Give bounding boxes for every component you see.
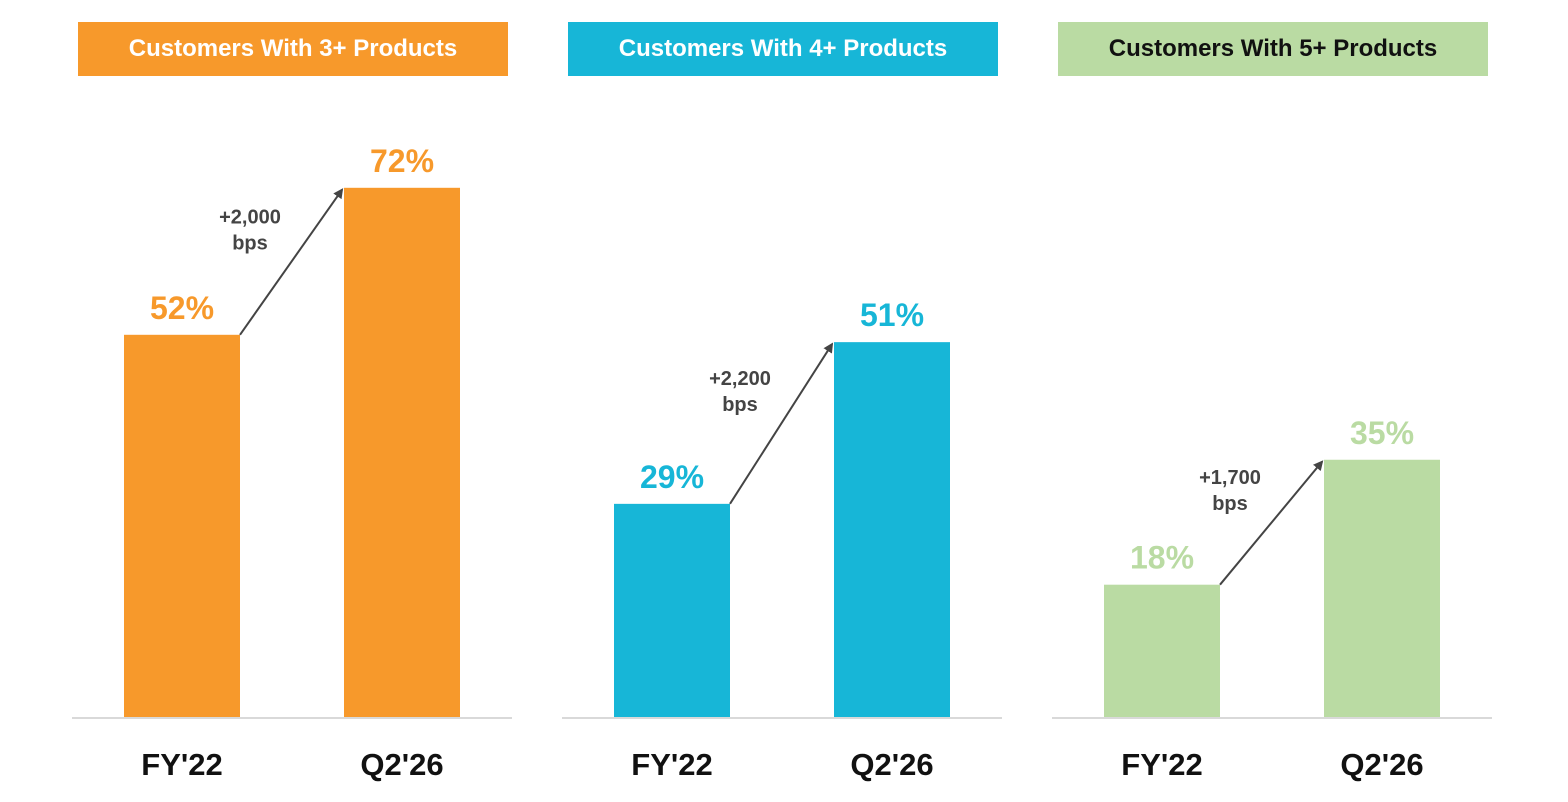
data-label-0: 29% bbox=[640, 459, 704, 495]
data-label-0: 52% bbox=[150, 290, 214, 326]
bar-chart-svg: 29% FY'22 51% Q2'26 +2,200 bps bbox=[562, 297, 1002, 782]
change-annotation: bps bbox=[232, 232, 268, 254]
data-label-1: 72% bbox=[370, 143, 434, 179]
data-label-1: 35% bbox=[1350, 415, 1414, 451]
change-arrow bbox=[1219, 460, 1324, 586]
bar-1 bbox=[344, 187, 460, 718]
change-annotation: bps bbox=[722, 394, 758, 416]
bar-0 bbox=[614, 503, 730, 717]
x-tick-label-1: Q2'26 bbox=[850, 747, 933, 782]
bar-0 bbox=[124, 334, 240, 717]
change-annotation: bps bbox=[1212, 493, 1248, 515]
bar-chart-svg: 52% FY'22 72% Q2'26 +2,000 bps bbox=[72, 143, 512, 782]
data-label-0: 18% bbox=[1130, 540, 1194, 576]
bar-1 bbox=[1324, 459, 1440, 717]
chart-panel-1: Customers With 3+ Products 52% FY'22 72% Q2'… bbox=[72, 0, 512, 802]
change-annotation: +1,700 bbox=[1199, 467, 1261, 489]
chart-title: Customers With 4+ Products bbox=[568, 22, 998, 76]
chart-panel-2: Customers With 4+ Products 29% FY'22 51% Q2'… bbox=[562, 0, 1002, 802]
change-arrow bbox=[729, 342, 834, 505]
chart-title: Customers With 3+ Products bbox=[78, 22, 508, 76]
x-tick-label-0: FY'22 bbox=[1121, 747, 1202, 782]
change-annotation: +2,000 bbox=[219, 206, 281, 228]
x-tick-label-0: FY'22 bbox=[141, 747, 222, 782]
change-arrow bbox=[239, 188, 344, 336]
bar-chart-svg: 18% FY'22 35% Q2'26 +1,700 bps bbox=[1052, 415, 1492, 782]
x-tick-label-1: Q2'26 bbox=[1340, 747, 1423, 782]
bar-0 bbox=[1104, 584, 1220, 717]
chart-panel-3: Customers With 5+ Products 18% FY'22 35% Q2'… bbox=[1052, 0, 1492, 802]
data-label-1: 51% bbox=[860, 297, 924, 333]
chart-title: Customers With 5+ Products bbox=[1058, 22, 1488, 76]
x-tick-label-0: FY'22 bbox=[631, 747, 712, 782]
change-annotation: +2,200 bbox=[709, 368, 771, 390]
bar-1 bbox=[834, 342, 950, 717]
x-tick-label-1: Q2'26 bbox=[360, 747, 443, 782]
